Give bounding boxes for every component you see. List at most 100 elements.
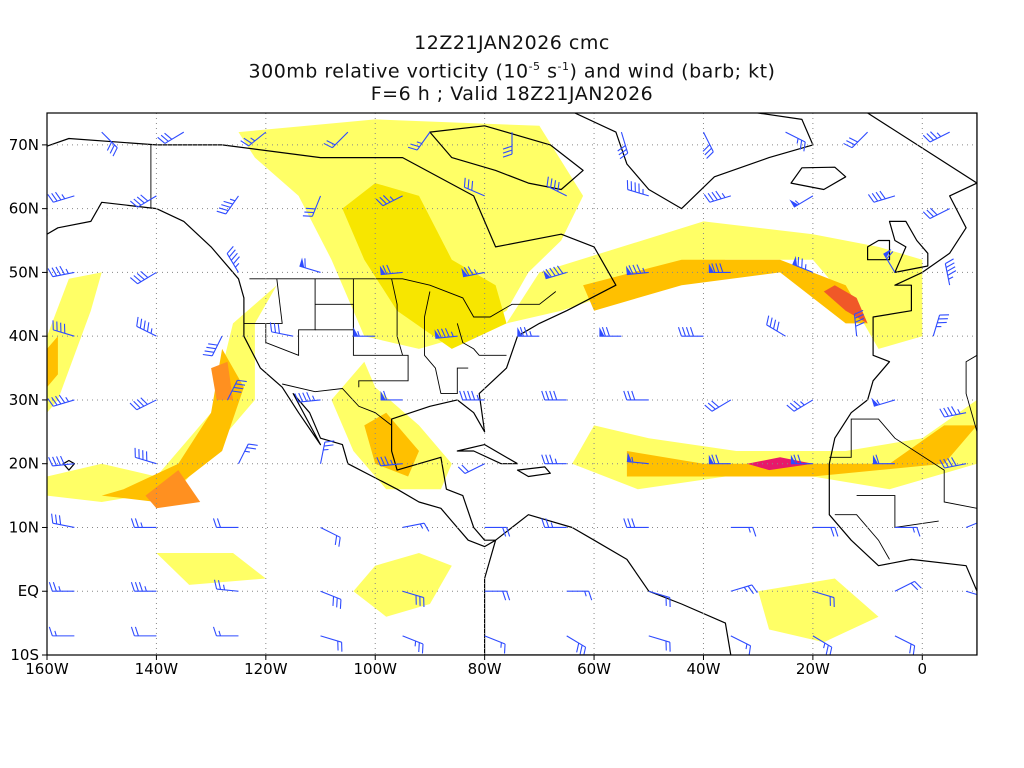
- barb-full-feather: [230, 252, 238, 261]
- wind-barb: [134, 447, 157, 465]
- barb-full-feather: [623, 518, 628, 528]
- barb-pennant: [626, 452, 632, 463]
- barb-full-feather: [56, 456, 61, 466]
- barb-half-feather: [65, 397, 70, 402]
- barb-full-feather: [545, 268, 552, 278]
- barb-full-feather: [502, 153, 513, 158]
- barb-half-feather: [800, 401, 805, 406]
- wind-barb: [871, 397, 896, 407]
- wind-barb: [299, 257, 321, 273]
- barb-full-feather: [423, 522, 430, 532]
- barb-half-feather: [642, 267, 646, 274]
- barb-full-feather: [636, 264, 642, 274]
- barb-full-feather: [519, 327, 524, 337]
- barb-full-feather: [951, 406, 957, 415]
- border-line: [829, 418, 977, 509]
- barb-full-feather: [553, 266, 560, 276]
- barb-full-feather: [269, 322, 273, 332]
- wind-barb: [730, 526, 757, 537]
- border-line: [456, 323, 507, 356]
- barb-half-feather: [234, 263, 240, 268]
- coastline-iceland: [790, 166, 847, 191]
- wind-barb: [623, 518, 649, 529]
- barb-pennant: [461, 267, 468, 277]
- vorticity-band: [47, 272, 102, 413]
- barb-full-feather: [461, 464, 469, 473]
- wind-barb: [130, 626, 157, 637]
- barb-half-feather: [745, 643, 748, 650]
- barb-full-feather: [719, 263, 724, 273]
- barb-full-feather: [52, 456, 57, 466]
- barb-full-feather: [631, 518, 636, 528]
- wind-barb: [790, 454, 813, 465]
- barb-full-feather: [855, 317, 865, 323]
- barb-full-feather: [576, 642, 580, 653]
- barb-full-feather: [52, 582, 57, 592]
- barb-full-feather: [704, 147, 712, 156]
- lat-tick-label: EQ: [18, 582, 39, 600]
- coastline-baffin: [429, 125, 584, 191]
- barb-full-feather: [334, 535, 338, 545]
- wind-barb: [226, 245, 240, 273]
- barb-full-feather: [304, 211, 314, 214]
- barb-full-feather: [910, 582, 919, 591]
- wind-barb: [626, 180, 649, 197]
- barb-full-feather: [51, 267, 58, 277]
- barb-full-feather: [212, 518, 217, 528]
- barb-full-feather: [138, 582, 143, 592]
- lon-tick-label: 80W: [468, 660, 502, 678]
- barb-full-feather: [715, 263, 720, 273]
- barb-half-feather: [631, 456, 634, 463]
- wind-barb: [541, 390, 567, 401]
- wind-barb: [457, 463, 485, 475]
- barb-pennant: [708, 454, 714, 464]
- barb-pennant: [599, 327, 605, 337]
- barb-full-feather: [436, 328, 442, 338]
- barb-staff: [462, 271, 485, 278]
- barb-full-feather: [685, 327, 690, 337]
- barb-full-feather: [628, 265, 634, 275]
- barb-half-feather: [218, 630, 221, 637]
- border-line: [856, 495, 939, 529]
- barb-full-feather: [232, 256, 240, 265]
- vorticity-band: [506, 221, 923, 349]
- barb-full-feather: [383, 390, 388, 401]
- wind-barb: [130, 518, 157, 529]
- barb-full-feather: [54, 514, 58, 525]
- wind-barb: [48, 626, 75, 637]
- barb-full-feather: [421, 644, 424, 654]
- barb-half-feather: [743, 586, 748, 592]
- barb-full-feather: [502, 591, 507, 601]
- lon-tick-label: 60W: [577, 660, 611, 678]
- barb-staff: [965, 522, 977, 528]
- barb-full-feather: [922, 134, 931, 143]
- barb-full-feather: [947, 406, 953, 416]
- barb-full-feather: [471, 390, 476, 401]
- barb-full-feather: [545, 390, 550, 401]
- barb-full-feather: [48, 457, 53, 467]
- barb-pennant: [708, 263, 714, 273]
- border-line: [352, 278, 409, 388]
- lat-tick-label: 40N: [9, 327, 39, 345]
- barb-full-feather: [549, 267, 556, 277]
- barb-full-feather: [216, 210, 227, 215]
- barb-full-feather: [707, 192, 715, 202]
- barb-full-feather: [48, 626, 53, 637]
- barb-full-feather: [418, 642, 420, 653]
- wind-barb: [48, 455, 75, 467]
- barb-full-feather: [129, 277, 138, 285]
- barb-full-feather: [146, 322, 150, 332]
- border-line: [965, 354, 977, 432]
- barb-full-feather: [875, 191, 882, 201]
- coastline-north-america: [47, 137, 617, 548]
- barb-full-feather: [943, 458, 949, 468]
- barb-staff: [626, 271, 649, 276]
- wind-barb: [894, 580, 922, 592]
- barb-full-feather: [380, 456, 386, 466]
- wind-barb: [323, 131, 349, 149]
- wind-barb: [517, 327, 540, 337]
- barb-half-feather: [144, 586, 147, 592]
- barb-full-feather: [467, 266, 474, 276]
- barb-half-feather: [61, 194, 66, 200]
- barb-full-feather: [545, 454, 550, 464]
